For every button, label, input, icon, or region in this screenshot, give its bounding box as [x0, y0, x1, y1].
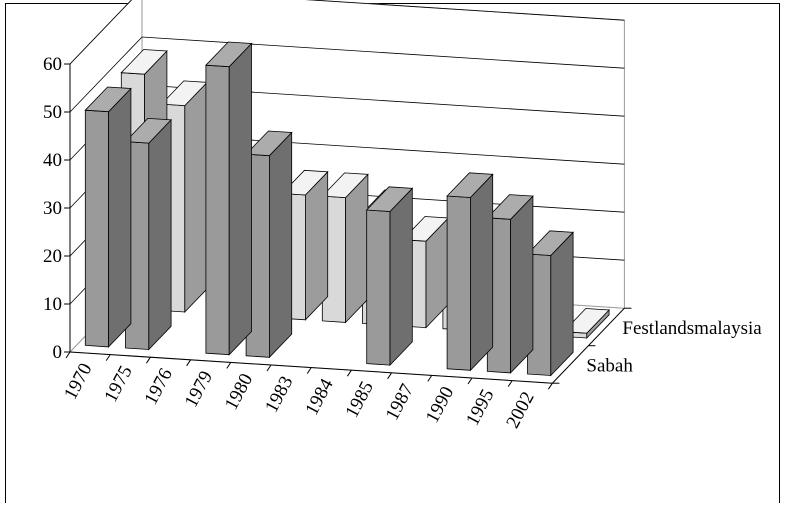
bar-top: [526, 230, 574, 256]
x-tick-label: 1976: [141, 365, 177, 408]
series-label: Sabah: [586, 355, 633, 376]
x-tick-label: 1985: [342, 378, 378, 421]
y-axis-ticks: 0 10 20 30 40 50 60: [43, 54, 71, 363]
bar-top: [124, 117, 172, 144]
x-tick: [467, 377, 473, 385]
x-tick: [547, 382, 553, 390]
bar-front: [84, 109, 109, 348]
bars: [84, 41, 610, 377]
bar-top: [486, 194, 534, 220]
x-tick: [427, 375, 433, 382]
bar-side: [345, 173, 369, 324]
x-tick: [507, 380, 513, 387]
bar: [321, 172, 369, 324]
x-tick: [65, 351, 71, 359]
y-tick-label: 0: [53, 342, 63, 363]
bar: [526, 230, 574, 377]
x-tick-label: 1979: [181, 368, 217, 411]
bar: [486, 194, 534, 374]
series-axis-labels: Sabah Festlandsmalaysia: [552, 307, 762, 384]
bar-top: [245, 130, 293, 157]
x-tick: [387, 372, 393, 380]
bar-side: [304, 170, 329, 321]
x-tick: [105, 354, 111, 361]
gridline: [69, 0, 625, 65]
x-tick: [186, 359, 192, 367]
bar: [245, 130, 293, 359]
bar-side: [469, 173, 494, 372]
bar: [365, 186, 414, 367]
bar-top: [281, 169, 329, 196]
x-tick: [306, 367, 312, 374]
bar-side: [228, 42, 252, 356]
gridline: [69, 36, 625, 113]
bar-top: [120, 49, 168, 75]
chart-frame: [5, 3, 780, 503]
y-tick-label: 40: [43, 150, 62, 171]
x-tick: [346, 369, 352, 377]
x-tick-label: 1987: [382, 381, 418, 424]
bar: [446, 172, 494, 372]
x-tick-label: 1975: [100, 362, 136, 405]
bar: [84, 86, 132, 348]
bar-top: [365, 186, 414, 212]
bar-top: [84, 86, 132, 113]
bar-top: [321, 172, 369, 199]
bar-side: [108, 87, 132, 348]
x-tick: [145, 356, 151, 364]
x-tick-label: 1990: [422, 383, 458, 426]
bar-side: [184, 81, 208, 313]
bar-front: [366, 209, 391, 366]
bar-side: [268, 131, 293, 359]
bar-side: [550, 231, 574, 377]
bar: [205, 41, 253, 356]
y-tick-label: 50: [43, 102, 62, 123]
bar-top: [446, 172, 494, 198]
x-tick-label: 1984: [301, 375, 338, 419]
y-tick-label: 30: [43, 198, 62, 219]
bar-side: [148, 118, 172, 351]
y-tick-label: 20: [43, 246, 62, 267]
bar-front: [205, 64, 230, 356]
x-tick: [266, 364, 272, 372]
bar-side: [389, 187, 413, 367]
bar-top: [205, 41, 253, 68]
bar-side: [510, 195, 534, 374]
bar-top: [562, 308, 610, 334]
x-tick-label: 2002: [502, 388, 538, 431]
y-tick-label: 10: [43, 294, 62, 315]
bar: [124, 117, 172, 351]
x-tick-label: 1983: [261, 373, 297, 416]
series-label: Festlandsmalaysia: [622, 318, 762, 339]
x-tick-label: 1980: [221, 370, 257, 413]
x-tick-label: 1995: [462, 386, 498, 429]
x-tick-label: 1970: [60, 360, 96, 403]
y-tick-label: 60: [43, 54, 62, 75]
x-tick: [226, 362, 232, 369]
bar-front: [446, 195, 471, 371]
